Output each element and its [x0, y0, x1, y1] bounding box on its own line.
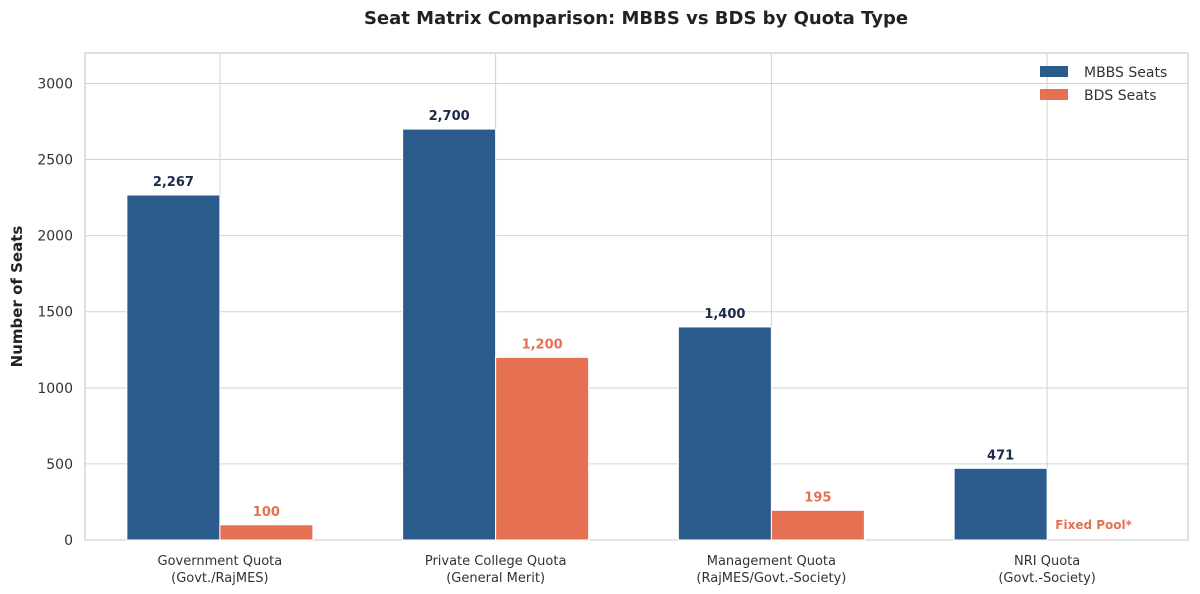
y-tick-label: 3000: [37, 76, 73, 92]
bds-value-label: 195: [804, 490, 831, 505]
bds-bar: [770, 509, 865, 541]
y-tick-label: 1000: [37, 381, 73, 397]
bds-value-label: 1,200: [522, 337, 563, 352]
x-tick-label: (Govt.-Society): [998, 571, 1096, 586]
chart-title: Seat Matrix Comparison: MBBS vs BDS by Q…: [363, 8, 909, 29]
legend-swatch: [1040, 89, 1068, 100]
x-tick-label: Government Quota: [158, 554, 283, 569]
x-tick-label: (General Merit): [446, 571, 545, 586]
y-axis-label: Number of Seats: [8, 226, 26, 368]
x-tick-label: Private College Quota: [425, 554, 567, 569]
y-tick-label: 500: [46, 457, 73, 473]
y-tick-label: 2000: [37, 229, 73, 245]
x-tick-label: NRI Quota: [1014, 554, 1080, 569]
y-tick-label: 2500: [37, 153, 73, 169]
mbbs-bar: [953, 467, 1048, 541]
legend-swatch: [1040, 66, 1068, 77]
y-tick-label: 0: [64, 533, 73, 549]
mbbs-value-label: 2,700: [429, 109, 470, 124]
bds-note-label: Fixed Pool*: [1055, 518, 1132, 532]
mbbs-bar: [677, 326, 772, 541]
mbbs-value-label: 2,267: [153, 175, 194, 190]
x-tick-label: (Govt./RajMES): [171, 571, 268, 586]
x-tick-label: Management Quota: [707, 554, 836, 569]
legend-label: BDS Seats: [1084, 88, 1157, 104]
legend-label: MBBS Seats: [1084, 65, 1167, 81]
bds-bar: [495, 356, 590, 541]
plot-area: [84, 52, 1189, 541]
bds-value-label: 100: [253, 505, 280, 520]
mbbs-value-label: 1,400: [704, 307, 745, 322]
mbbs-bar: [126, 194, 221, 541]
x-tick-label: (RajMES/Govt.-Society): [696, 571, 846, 586]
bds-bar: [219, 524, 314, 541]
y-tick-label: 1500: [37, 305, 73, 321]
mbbs-bar: [402, 128, 497, 541]
mbbs-value-label: 471: [987, 448, 1014, 463]
